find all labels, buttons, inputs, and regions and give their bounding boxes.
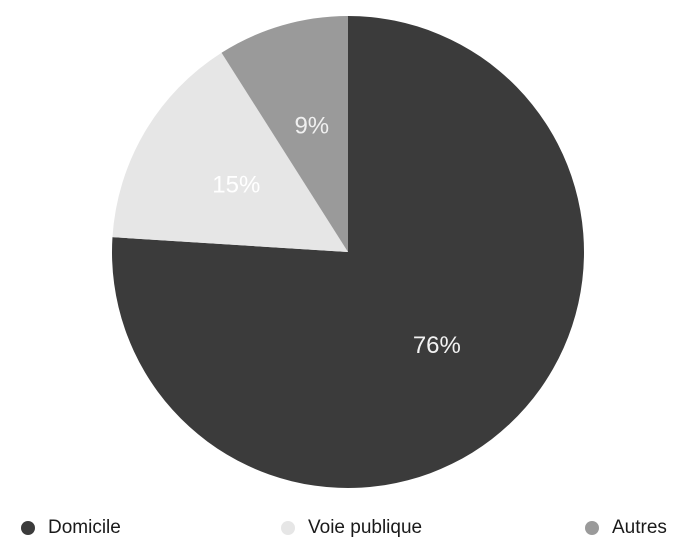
legend-label-voie-publique: Voie publique	[308, 517, 422, 538]
slice-labels: 76% 15% 9%	[212, 113, 461, 359]
slice-label-domicile: 76%	[413, 332, 461, 359]
slice-label-voie-publique: 15%	[212, 171, 260, 198]
legend-label-domicile: Domicile	[48, 517, 121, 538]
slice-label-autres: 9%	[294, 113, 329, 140]
legend-label-autres: Autres	[612, 517, 667, 538]
pie-slices	[112, 16, 585, 488]
legend-marker-autres	[585, 521, 599, 535]
legend: Domicile Voie publique Autres	[21, 517, 667, 538]
pie-slice-domicile	[112, 16, 585, 488]
legend-marker-domicile	[21, 521, 35, 535]
pie-slice-autres	[221, 16, 348, 252]
legend-item-autres: Autres	[585, 517, 667, 538]
pie-slice-voie-publique	[112, 52, 348, 252]
legend-item-voie-publique: Voie publique	[281, 517, 422, 538]
legend-marker-voie-publique	[281, 521, 295, 535]
legend-item-domicile: Domicile	[21, 517, 121, 538]
